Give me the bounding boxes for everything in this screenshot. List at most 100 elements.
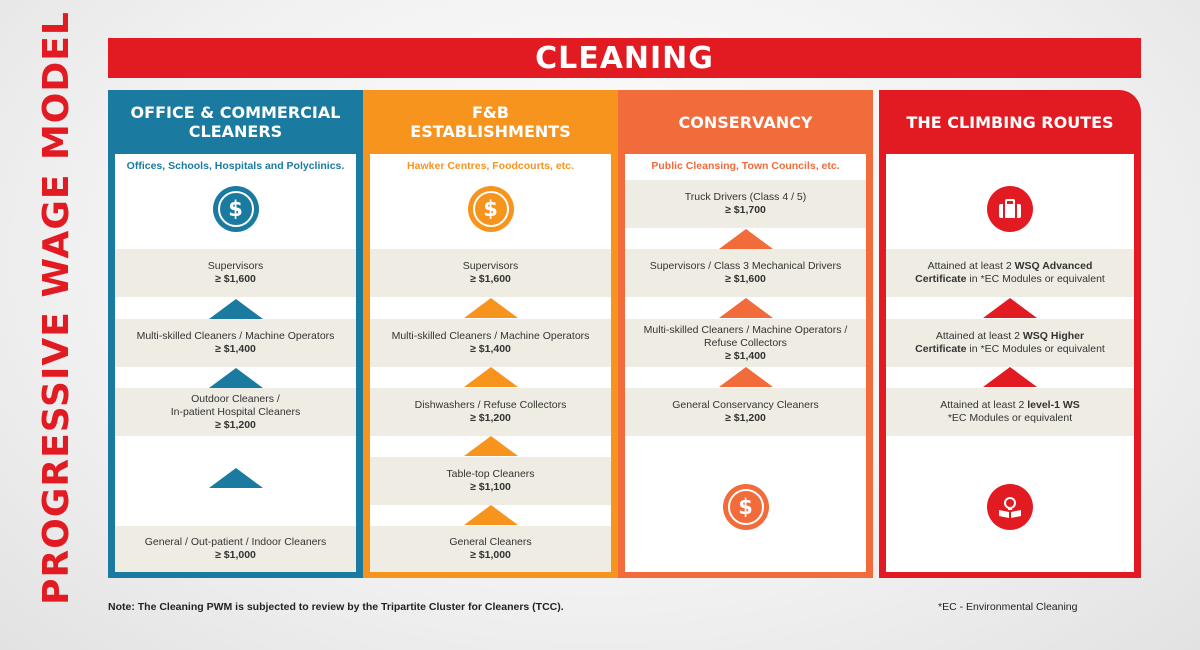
arrow-up-icon [718,367,773,387]
job-wage: ≥ $1,600 [215,273,256,285]
job-band: General Conservancy Cleaners ≥ $1,200 [625,388,866,436]
arrow-up-icon [463,505,518,525]
route-line-1: Attained at least 2 level-1 WS [940,399,1080,412]
column-subtitle: Offices, Schools, Hospitals and Polyclin… [126,160,345,172]
job-wage: ≥ $1,400 [725,349,766,362]
arrow-up-icon [463,367,518,387]
job-wage: ≥ $1,000 [215,549,256,561]
route-text: Attained at least 2 [927,260,1015,272]
route-line-2: *EC Modules or equivalent [948,412,1072,425]
route-text-2: *EC Modules or equivalent [947,412,1073,424]
job-band: Supervisors ≥ $1,600 [115,249,356,297]
column-title: THE CLIMBING ROUTES [906,112,1114,132]
job-wage: ≥ $1,600 [725,273,766,285]
dollar-icon: $ [467,186,514,232]
job-band: Multi-skilled Cleaners / Machine Operato… [625,319,866,367]
column-header: F&B ESTABLISHMENTS [363,90,618,154]
job-wage: ≥ $1,400 [470,343,511,355]
job-wage: ≥ $1,000 [470,549,511,561]
column-header: OFFICE & COMMERCIAL CLEANERS [108,90,363,154]
job-band: Multi-skilled Cleaners / Machine Operato… [370,319,611,367]
job-band: General Cleaners ≥ $1,000 [370,526,611,572]
route-line-2: Certificate in *EC Modules or equivalent [915,343,1105,356]
briefcase-icon [987,186,1033,232]
route-text-2: in *EC Modules or equivalent [966,343,1105,355]
arrow-up-icon [463,298,518,318]
job-name: General Conservancy Cleaners [672,399,819,411]
route-line-2: Certificate in *EC Modules or equivalent [915,273,1105,286]
arrow-up-icon [983,367,1037,387]
column-panel: Hawker Centres, Foodcourts, etc. $ Super… [370,154,611,572]
job-wage: ≥ $1,600 [470,273,511,285]
job-name: Supervisors [207,260,264,272]
job-name: General / Out-patient / Indoor Cleaners [144,536,327,548]
column-office-commercial: OFFICE & COMMERCIAL CLEANERS Offices, Sc… [108,90,363,578]
job-band: Dishwashers / Refuse Collectors ≥ $1,200 [370,388,611,436]
column-title: CONSERVANCY [678,112,813,132]
job-name: Table-top Cleaners [446,468,535,480]
route-band: Attained at least 2 WSQ Higher Certifica… [886,319,1134,367]
job-wage: ≥ $1,700 [725,204,766,216]
job-name: Dishwashers / Refuse Collectors [414,399,567,411]
arrow-up-icon [983,298,1037,318]
column-climbing-routes: THE CLIMBING ROUTES Attained at least 2 … [879,90,1141,578]
route-qualification-2: Certificate [915,273,967,285]
banner-title: CLEANING [535,40,714,76]
column-title: F&B ESTABLISHMENTS [410,103,571,141]
cleaning-banner: CLEANING [108,38,1141,78]
column-header: THE CLIMBING ROUTES [879,90,1141,154]
column-subtitle: Hawker Centres, Foodcourts, etc. [407,160,574,172]
route-text: Attained at least 2 [935,330,1023,342]
column-panel: Attained at least 2 WSQ Advanced Certifi… [886,154,1134,572]
job-wage: ≥ $1,200 [725,412,766,424]
job-band: Supervisors ≥ $1,600 [370,249,611,297]
job-band: Outdoor Cleaners / In-patient Hospital C… [115,388,356,436]
dollar-icon: $ [212,186,259,232]
arrow-up-icon [208,299,263,319]
route-qualification: WSQ Advanced [1014,260,1093,272]
route-text-2: in *EC Modules or equivalent [966,273,1105,285]
column-header: CONSERVANCY [618,90,873,154]
job-name: Multi-skilled Cleaners / Machine Operato… [391,330,590,342]
job-band: Table-top Cleaners ≥ $1,100 [370,457,611,505]
job-name: Outdoor Cleaners / In-patient Hospital C… [170,392,301,418]
job-name: General Cleaners [449,536,532,548]
route-qualification-2: Certificate [915,343,967,355]
column-panel: Offices, Schools, Hospitals and Polyclin… [115,154,356,572]
job-wage: ≥ $1,200 [470,412,511,424]
job-name: Supervisors [462,260,519,272]
job-wage: ≥ $1,200 [215,418,256,431]
route-line-1: Attained at least 2 WSQ Advanced [928,260,1093,273]
route-qualification: WSQ Higher [1022,330,1085,342]
job-band: Truck Drivers (Class 4 / 5) ≥ $1,700 [625,180,866,228]
side-title: PROGRESSIVE WAGE MODEL [20,11,92,605]
arrow-up-icon [463,436,518,456]
column-subtitle: Public Cleansing, Town Councils, etc. [651,160,840,172]
side-title-text: PROGRESSIVE WAGE MODEL [35,11,77,605]
column-conservancy: CONSERVANCY Public Cleansing, Town Counc… [618,90,873,578]
dollar-icon: $ [722,484,769,530]
job-band: Supervisors / Class 3 Mechanical Drivers… [625,249,866,297]
arrow-up-icon [208,368,263,388]
arrow-up-icon [718,298,773,318]
job-wage: ≥ $1,100 [470,481,511,493]
footnote-review: Note: The Cleaning PWM is subjected to r… [108,601,564,613]
job-name: Multi-skilled Cleaners / Machine Operato… [136,330,335,342]
job-band: General / Out-patient / Indoor Cleaners … [115,526,356,572]
job-name: Supervisors / Class 3 Mechanical Drivers [649,260,842,272]
job-wage: ≥ $1,400 [215,343,256,355]
column-fnb-establishments: F&B ESTABLISHMENTS Hawker Centres, Foodc… [363,90,618,578]
job-name: Truck Drivers (Class 4 / 5) [684,191,807,203]
column-panel: Public Cleansing, Town Councils, etc. Tr… [625,154,866,572]
route-band: Attained at least 2 WSQ Advanced Certifi… [886,249,1134,297]
column-title: OFFICE & COMMERCIAL CLEANERS [130,103,341,141]
job-name: Multi-skilled Cleaners / Machine Operato… [643,323,848,349]
route-text: Attained at least 2 [940,399,1028,411]
arrow-up-icon [718,229,773,249]
book-lightbulb-icon [987,484,1033,530]
route-band: Attained at least 2 level-1 WS *EC Modul… [886,388,1134,436]
route-qualification: level-1 WS [1027,399,1080,411]
job-band: Multi-skilled Cleaners / Machine Operato… [115,319,356,367]
route-line-1: Attained at least 2 WSQ Higher [936,330,1084,343]
footnote-ec: *EC - Environmental Cleaning [938,601,1078,613]
